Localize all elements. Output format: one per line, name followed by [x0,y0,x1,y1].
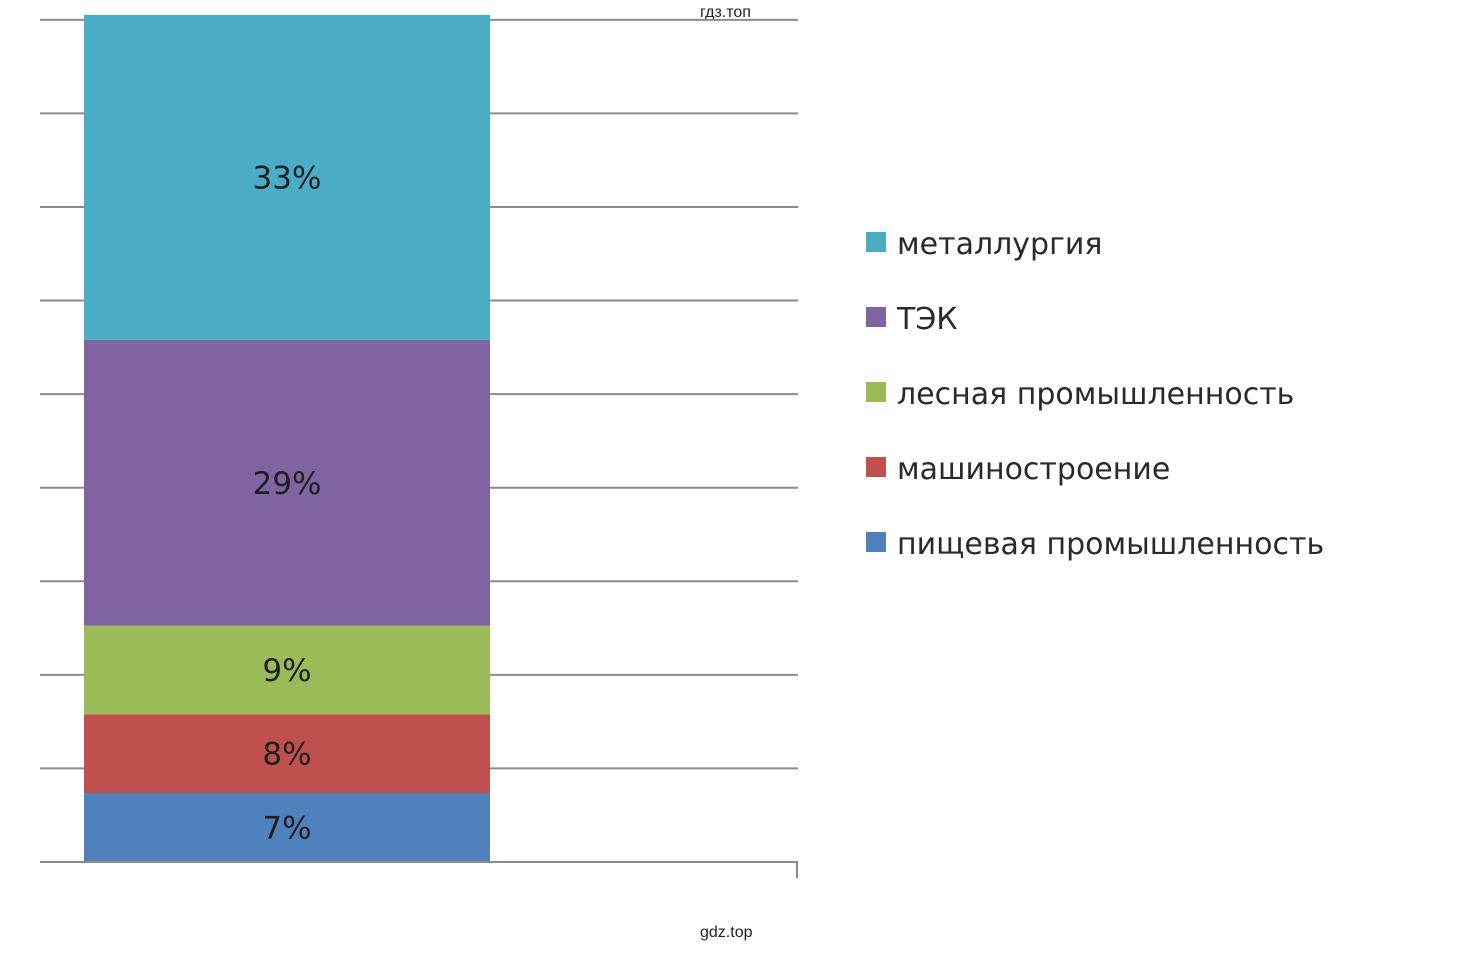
bar-stack: 7% 8% 9% 29% 33% [84,14,490,862]
data-label-segment-3: 29% [253,466,322,502]
legend-swatch-2 [866,382,886,402]
legend: металлургия ТЭК лесная промышленность машин… [866,227,1324,562]
bar-segment-3 [84,339,490,626]
bar-segment-0 [84,793,490,862]
legend-label-4: пищевая промышленность [897,527,1324,562]
data-label-segment-1: 8% [262,737,311,773]
legend-swatch-1 [866,307,886,327]
bar-segment-1 [84,714,490,794]
data-label-segment-2: 9% [262,653,311,689]
legend-label-0: металлургия [897,227,1102,262]
bar-segment-4 [84,14,490,340]
watermark-bottom: gdz.top [700,924,753,941]
bar-segment-2 [84,625,490,715]
axes [40,861,798,878]
legend-label-1: ТЭК [896,302,958,337]
data-label-segment-4: 33% [253,160,322,196]
legend-label-3: машиностроение [897,452,1170,487]
watermark-top: гдз.топ [700,4,751,21]
legend-swatch-4 [866,532,886,552]
legend-swatch-0 [866,232,886,252]
legend-label-2: лесная промышленность [897,377,1294,412]
data-label-segment-0: 7% [262,811,311,847]
legend-swatch-3 [866,457,886,477]
